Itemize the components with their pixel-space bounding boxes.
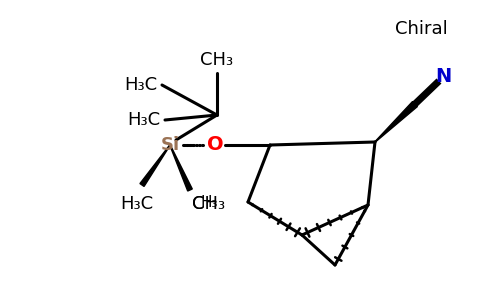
Text: CH₃: CH₃	[200, 51, 234, 69]
Text: H₃C: H₃C	[121, 195, 153, 213]
Text: H₃: H₃	[200, 195, 217, 210]
Polygon shape	[170, 145, 192, 191]
Text: O: O	[207, 136, 223, 154]
Polygon shape	[375, 101, 417, 142]
Text: C: C	[192, 195, 205, 213]
Text: H₃C: H₃C	[127, 111, 160, 129]
Polygon shape	[140, 145, 170, 186]
Text: Si: Si	[160, 136, 180, 154]
Text: H₃C: H₃C	[124, 76, 157, 94]
Text: N: N	[435, 68, 451, 86]
Text: CH₃: CH₃	[192, 195, 225, 213]
Text: Chiral: Chiral	[395, 20, 448, 38]
